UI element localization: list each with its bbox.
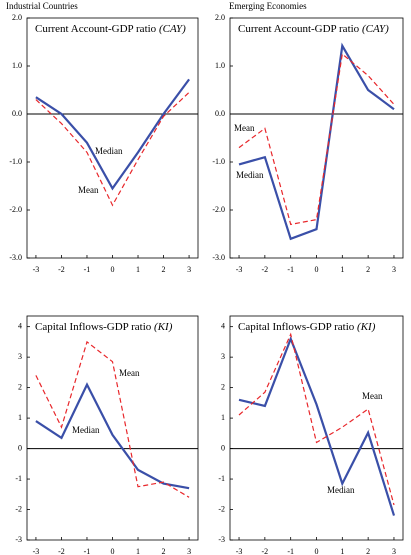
x-tick-label: 3 [392, 547, 396, 555]
y-tick-label: 2 [18, 382, 22, 391]
title-abbr: (CAY) [159, 23, 186, 35]
x-tick-label: -1 [287, 547, 294, 555]
series-line [35, 91, 190, 207]
x-tick-label: -1 [84, 547, 91, 555]
x-tick-label: 2 [162, 265, 166, 274]
x-tick-label: 1 [136, 265, 140, 274]
x-tick-label: 1 [340, 265, 344, 274]
x-tick-label: 0 [315, 547, 319, 555]
panel-title: Capital Inflows-GDP ratio (KI) [35, 321, 173, 333]
title-abbr: (KI) [154, 321, 173, 333]
x-tick-label: -3 [236, 547, 243, 555]
y-tick-label: 3 [221, 352, 225, 361]
title-text: Capital Inflows-GDP ratio [35, 321, 152, 333]
y-tick-label: -2.0 [212, 205, 225, 214]
x-tick-label: 1 [136, 547, 140, 555]
x-tick-label: -2 [58, 547, 65, 555]
y-tick-label: -2.0 [9, 205, 22, 214]
group-label: Emerging Economies [229, 1, 307, 11]
plot-frame [26, 17, 199, 259]
y-tick-label: 1.0 [215, 61, 225, 70]
y-tick-label: -3.0 [212, 253, 225, 262]
title-abbr: (KI) [357, 321, 376, 333]
series-label: Mean [234, 123, 255, 133]
series-line [35, 340, 190, 498]
y-tick-label: 0.0 [12, 109, 22, 118]
x-tick-label: -3 [33, 547, 40, 555]
x-tick-label: -2 [58, 265, 65, 274]
y-tick-label: 1.0 [12, 61, 22, 70]
y-tick-label: 3 [18, 352, 22, 361]
y-tick-label: 1 [221, 413, 225, 422]
title-text: Current Account-GDP ratio [238, 23, 360, 35]
x-tick-label: 2 [366, 547, 370, 555]
x-tick-label: 0 [111, 265, 115, 274]
x-tick-label: 1 [340, 547, 344, 555]
y-tick-label: 0.0 [215, 109, 225, 118]
panel-title: Current Account-GDP ratio (CAY) [238, 23, 389, 35]
series-line [238, 42, 395, 241]
x-tick-label: 2 [366, 265, 370, 274]
x-tick-label: -2 [262, 547, 269, 555]
series-label: Mean [119, 368, 140, 378]
y-tick-label: 4 [18, 321, 22, 330]
group-label: Industrial Countries [6, 1, 78, 11]
y-tick-label: -3 [15, 535, 22, 544]
y-tick-label: 0 [18, 443, 22, 452]
series-line [238, 335, 396, 516]
y-tick-label: 1 [18, 413, 22, 422]
x-tick-label: -3 [236, 265, 243, 274]
title-text: Current Account-GDP ratio [35, 23, 157, 35]
series-label: Median [72, 425, 100, 435]
plot-frame [229, 315, 404, 541]
title-abbr: (CAY) [362, 23, 389, 35]
x-tick-label: -1 [287, 265, 294, 274]
series-line [238, 332, 395, 506]
series-label: Median [95, 146, 123, 156]
y-tick-label: -2 [218, 504, 225, 513]
plot-frame [26, 315, 199, 541]
panel-title: Current Account-GDP ratio (CAY) [35, 23, 186, 35]
x-tick-label: -1 [84, 265, 91, 274]
y-tick-label: 2.0 [215, 13, 225, 22]
y-tick-label: -2 [15, 504, 22, 513]
y-tick-label: 0 [221, 443, 225, 452]
y-tick-label: -3 [218, 535, 225, 544]
y-tick-label: 2.0 [12, 13, 22, 22]
title-text: Capital Inflows-GDP ratio [238, 321, 355, 333]
x-tick-label: 0 [315, 265, 319, 274]
y-tick-label: -3.0 [9, 253, 22, 262]
series-label: Median [327, 485, 355, 495]
panel-title: Capital Inflows-GDP ratio (KI) [238, 321, 376, 333]
x-tick-label: 3 [392, 265, 396, 274]
y-tick-label: 2 [221, 382, 225, 391]
y-tick-label: -1.0 [9, 157, 22, 166]
series-label: Mean [78, 185, 99, 195]
x-tick-label: -3 [33, 265, 40, 274]
x-tick-label: 0 [111, 547, 115, 555]
series-line [35, 78, 190, 191]
x-tick-label: 2 [162, 547, 166, 555]
x-tick-label: 3 [187, 265, 191, 274]
x-tick-label: 3 [187, 547, 191, 555]
x-tick-label: -2 [262, 265, 269, 274]
series-line [238, 52, 395, 226]
y-tick-label: -1 [218, 474, 225, 483]
y-tick-label: 4 [221, 321, 225, 330]
series-label: Median [236, 170, 264, 180]
y-tick-label: -1 [15, 474, 22, 483]
y-tick-label: -1.0 [212, 157, 225, 166]
series-line [35, 382, 190, 490]
series-label: Mean [362, 391, 383, 401]
